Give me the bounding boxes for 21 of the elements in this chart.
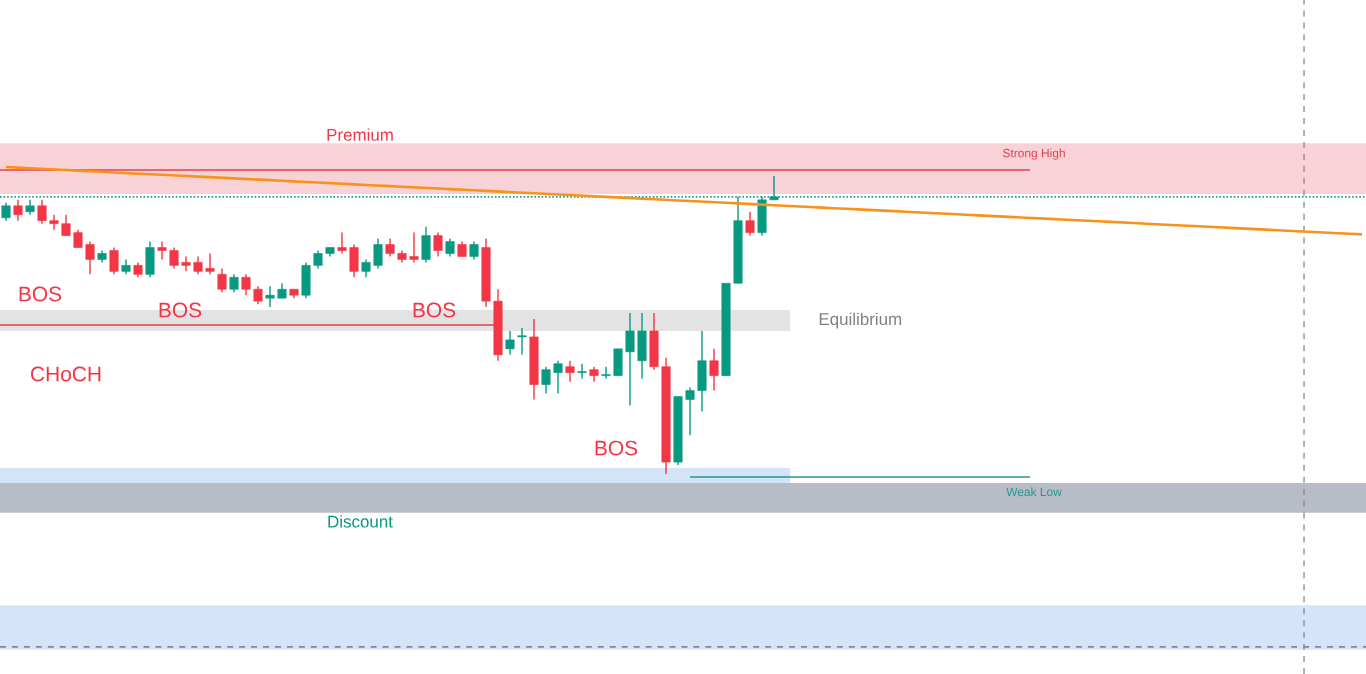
candlestick	[13, 199, 23, 222]
candlestick	[433, 231, 443, 258]
annotation: BOS	[413, 302, 456, 318]
candlestick	[217, 267, 227, 293]
candlestick	[529, 318, 539, 401]
band-label: Discount	[328, 515, 393, 528]
candlestick	[145, 240, 155, 279]
candlestick	[517, 327, 527, 356]
annotation: BOS	[159, 302, 202, 318]
candlestick	[421, 225, 431, 264]
candlestick	[709, 348, 719, 392]
candlestick	[577, 363, 587, 380]
band-label: Equilibrium	[819, 312, 902, 329]
annotation: BOS	[595, 440, 638, 456]
candlestick	[109, 246, 119, 276]
candlestick	[505, 330, 515, 356]
annotation: CHoCH	[31, 366, 101, 382]
candlestick	[565, 360, 575, 383]
band-label: Premium	[327, 128, 393, 141]
candlestick	[745, 211, 755, 237]
annotation: BOS	[19, 286, 62, 302]
